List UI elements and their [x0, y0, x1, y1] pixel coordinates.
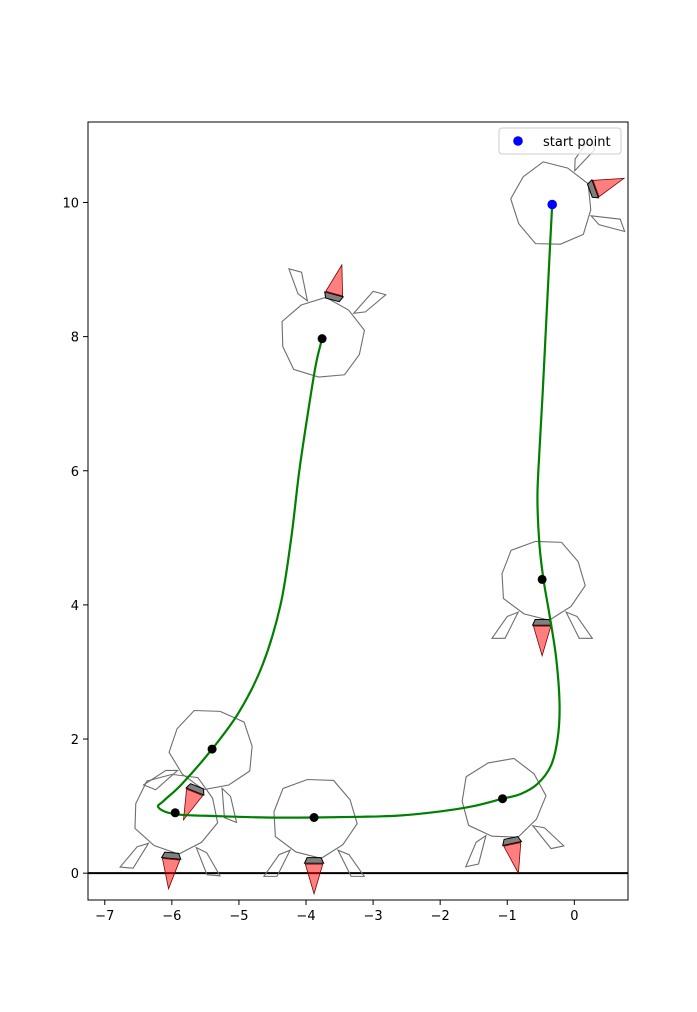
y-tick-label: 4 — [71, 599, 79, 614]
robot-5-nozzle — [160, 851, 182, 860]
checkpoint-dot-2 — [537, 574, 547, 584]
legend-box — [498, 127, 622, 155]
robot-5-left-leg — [119, 842, 150, 869]
robot-3-right-leg — [531, 824, 565, 850]
robot-4-nozzle — [303, 857, 325, 864]
robot-5-body — [134, 773, 219, 855]
checkpoint-dot-1 — [317, 334, 327, 344]
y-tick-label: 10 — [62, 196, 79, 211]
y-tick-label: 0 — [71, 867, 79, 882]
robot-start — [510, 136, 626, 245]
robot-1-nozzle — [324, 291, 345, 303]
robot-6-flame — [182, 788, 204, 822]
robot-6 — [142, 709, 253, 824]
robot-3 — [461, 757, 565, 875]
checkpoint-dot-6 — [207, 744, 217, 754]
robot-1-right-leg — [288, 267, 309, 303]
robot-start-flame — [592, 177, 626, 198]
robot-3-flame — [503, 842, 522, 875]
plot-content — [88, 136, 628, 896]
x-tick-label: −7 — [95, 909, 114, 924]
robot-4 — [262, 778, 366, 896]
robot-2-body — [501, 540, 586, 621]
robot-5-right-leg — [195, 846, 222, 877]
robot-4-left-leg — [262, 849, 292, 877]
axes: −7 −6 −5 −4 −3 −2 −1 0 0 2 4 6 8 10 — [62, 121, 629, 924]
robot-4-right-leg — [336, 849, 366, 877]
x-tick-label: −6 — [162, 909, 181, 924]
checkpoint-dot-4 — [309, 813, 319, 823]
robot-3-nozzle — [502, 835, 523, 847]
x-tick-label: −2 — [431, 909, 450, 924]
checkpoint-dot-3 — [498, 794, 508, 804]
x-tick-label: −4 — [296, 909, 315, 924]
start-point-marker — [547, 199, 557, 210]
robot-4-flame — [304, 863, 324, 896]
robot-start-body — [510, 161, 592, 245]
robot-1 — [281, 263, 387, 378]
x-tick-label: −1 — [498, 909, 517, 924]
robot-start-nozzle — [586, 178, 600, 199]
robot-start-left-leg — [589, 215, 626, 233]
legend: start point — [498, 127, 622, 155]
plot-area — [88, 136, 628, 896]
robot-4-body — [273, 778, 358, 859]
y-tick-label: 2 — [71, 733, 79, 748]
checkpoint-dot-5 — [170, 808, 180, 818]
y-tick-label: 6 — [71, 465, 79, 480]
robot-2-right-leg — [564, 611, 594, 639]
robot-6-left-leg — [142, 769, 180, 791]
robot-1-body — [281, 296, 366, 378]
robot-5 — [119, 773, 222, 891]
robot-1-left-leg — [352, 290, 387, 314]
robot-6-nozzle — [185, 783, 205, 796]
robot-3-body — [461, 757, 547, 838]
robot-6-body — [168, 709, 253, 791]
x-tick-label: −3 — [364, 909, 383, 924]
robot-2-left-leg — [490, 611, 520, 639]
y-tick-label: 8 — [71, 331, 79, 346]
axes-frame — [87, 121, 629, 901]
x-tick-label: 0 — [570, 909, 578, 924]
robot-6-right-leg — [221, 787, 238, 824]
robot-1-flame — [325, 263, 344, 297]
robot-5-flame — [161, 858, 181, 891]
x-tick-label: −5 — [229, 909, 248, 924]
legend-label-start-point: start point — [543, 135, 611, 150]
robot-2 — [490, 540, 594, 658]
legend-marker-start-point — [513, 136, 523, 146]
trajectory-line — [156, 204, 561, 819]
robot-3-left-leg — [464, 834, 487, 868]
robot-2-nozzle — [531, 619, 553, 626]
robot-2-flame — [532, 625, 552, 658]
